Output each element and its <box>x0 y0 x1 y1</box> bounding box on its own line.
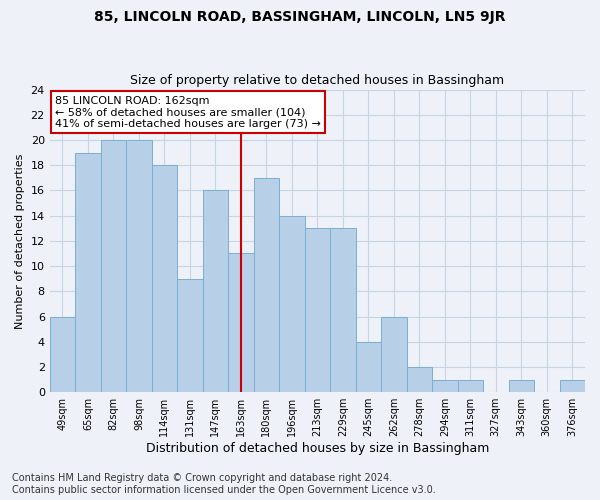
Bar <box>203 190 228 392</box>
Bar <box>560 380 585 392</box>
Bar <box>75 152 101 392</box>
Bar <box>126 140 152 392</box>
Bar <box>381 316 407 392</box>
Bar <box>356 342 381 392</box>
Bar <box>458 380 483 392</box>
Title: Size of property relative to detached houses in Bassingham: Size of property relative to detached ho… <box>130 74 505 87</box>
Bar <box>305 228 330 392</box>
Bar <box>279 216 305 392</box>
Bar <box>152 165 177 392</box>
Bar <box>50 316 75 392</box>
Text: 85, LINCOLN ROAD, BASSINGHAM, LINCOLN, LN5 9JR: 85, LINCOLN ROAD, BASSINGHAM, LINCOLN, L… <box>94 10 506 24</box>
Bar <box>407 367 432 392</box>
Bar <box>228 254 254 392</box>
Bar <box>330 228 356 392</box>
Y-axis label: Number of detached properties: Number of detached properties <box>15 153 25 328</box>
Text: 85 LINCOLN ROAD: 162sqm
← 58% of detached houses are smaller (104)
41% of semi-d: 85 LINCOLN ROAD: 162sqm ← 58% of detache… <box>55 96 321 129</box>
Bar <box>509 380 534 392</box>
Bar <box>254 178 279 392</box>
Bar <box>177 278 203 392</box>
Text: Contains HM Land Registry data © Crown copyright and database right 2024.
Contai: Contains HM Land Registry data © Crown c… <box>12 474 436 495</box>
Bar <box>101 140 126 392</box>
Bar <box>432 380 458 392</box>
X-axis label: Distribution of detached houses by size in Bassingham: Distribution of detached houses by size … <box>146 442 489 455</box>
